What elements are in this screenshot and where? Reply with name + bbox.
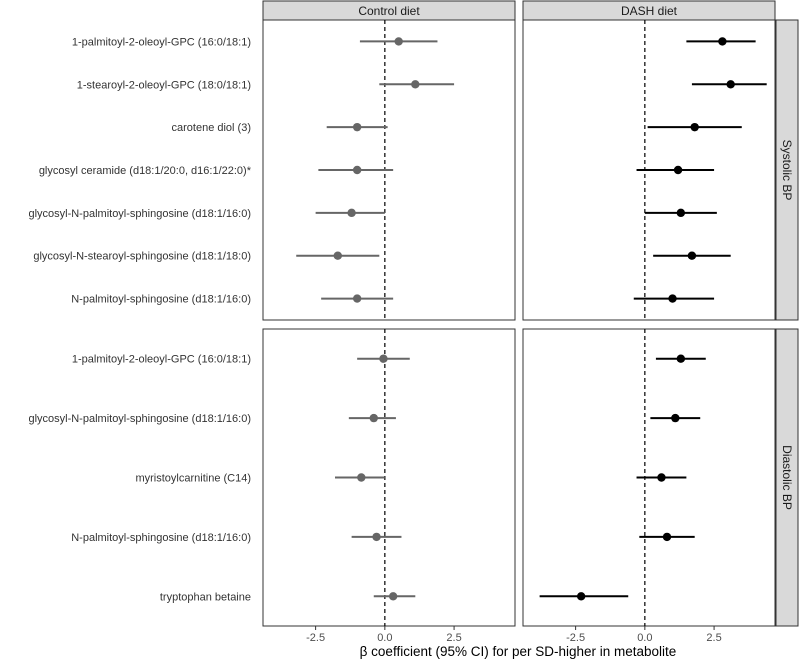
point-estimate: [676, 354, 686, 363]
metabolite-label: carotene diol (3): [172, 122, 252, 134]
row-strip-systolic: [775, 19, 799, 321]
metabolite-label: tryptophan betaine: [160, 591, 251, 603]
x-axis-title: β coefficient (95% CI) for per SD-higher…: [360, 644, 677, 659]
metabolite-label: N-palmitoyl-sphingosine (d18:1/16:0): [71, 532, 251, 544]
point-estimate: [657, 473, 666, 482]
point-estimate: [690, 122, 699, 132]
text-layer: β coefficient (95% CI) for per SD-higher…: [28, 4, 794, 659]
panels-layer: [262, 0, 799, 627]
x-tick-label: 2.5: [706, 632, 721, 644]
metabolite-label: 1-stearoyl-2-oleoyl-GPC (18:0/18:1): [77, 79, 251, 91]
point-estimate: [369, 413, 378, 423]
column-strip-label: Control diet: [358, 4, 420, 18]
point-estimate: [352, 294, 362, 303]
metabolite-label: myristoylcarnitine (C14): [135, 473, 251, 485]
metabolite-label: glycosyl-N-stearoyl-sphingosine (d18:1/1…: [33, 251, 251, 263]
row-strip-label: Diastolic BP: [780, 445, 794, 510]
metabolite-label: 1-palmitoyl-2-oleoyl-GPC (16:0/18:1): [72, 354, 251, 366]
point-estimate: [673, 165, 683, 175]
point-estimate: [357, 473, 366, 482]
x-tick-label: -2.5: [306, 632, 325, 644]
point-estimate: [576, 592, 586, 601]
point-estimate: [662, 532, 672, 542]
panel-diastolic-dash: [522, 328, 776, 627]
metabolite-label: 1-palmitoyl-2-oleoyl-GPC (16:0/18:1): [72, 36, 251, 48]
point-estimate: [372, 532, 381, 542]
row-strip-diastolic: [775, 328, 799, 627]
x-tick-label: 0.0: [377, 632, 392, 644]
marks-layer: [296, 20, 767, 630]
panel-diastolic-control: [262, 328, 516, 627]
point-estimate: [394, 37, 403, 46]
point-estimate: [411, 80, 420, 89]
panel-systolic-control: [262, 19, 516, 321]
point-estimate: [718, 37, 727, 46]
point-estimate: [379, 354, 388, 363]
point-estimate: [333, 251, 342, 260]
point-estimate: [676, 208, 686, 218]
point-estimate: [352, 165, 362, 175]
metabolite-label: glycosyl ceramide (d18:1/20:0, d16:1/22:…: [39, 165, 252, 177]
metabolite-label: N-palmitoyl-sphingosine (d18:1/16:0): [71, 294, 251, 306]
x-tick-label: 0.0: [637, 632, 652, 644]
x-tick-label: 2.5: [446, 632, 461, 644]
x-tick-label: -2.5: [566, 632, 585, 644]
point-estimate: [687, 251, 697, 260]
point-estimate: [668, 294, 677, 303]
point-estimate: [388, 592, 398, 601]
point-estimate: [352, 122, 362, 132]
point-estimate: [671, 413, 680, 423]
point-estimate: [347, 208, 356, 218]
row-strip-label: Systolic BP: [780, 140, 794, 201]
metabolite-label: glycosyl-N-palmitoyl-sphingosine (d18:1/…: [28, 413, 251, 425]
column-strip-label: DASH diet: [621, 4, 678, 18]
point-estimate: [726, 80, 735, 89]
metabolite-label: glycosyl-N-palmitoyl-sphingosine (d18:1/…: [28, 208, 251, 220]
